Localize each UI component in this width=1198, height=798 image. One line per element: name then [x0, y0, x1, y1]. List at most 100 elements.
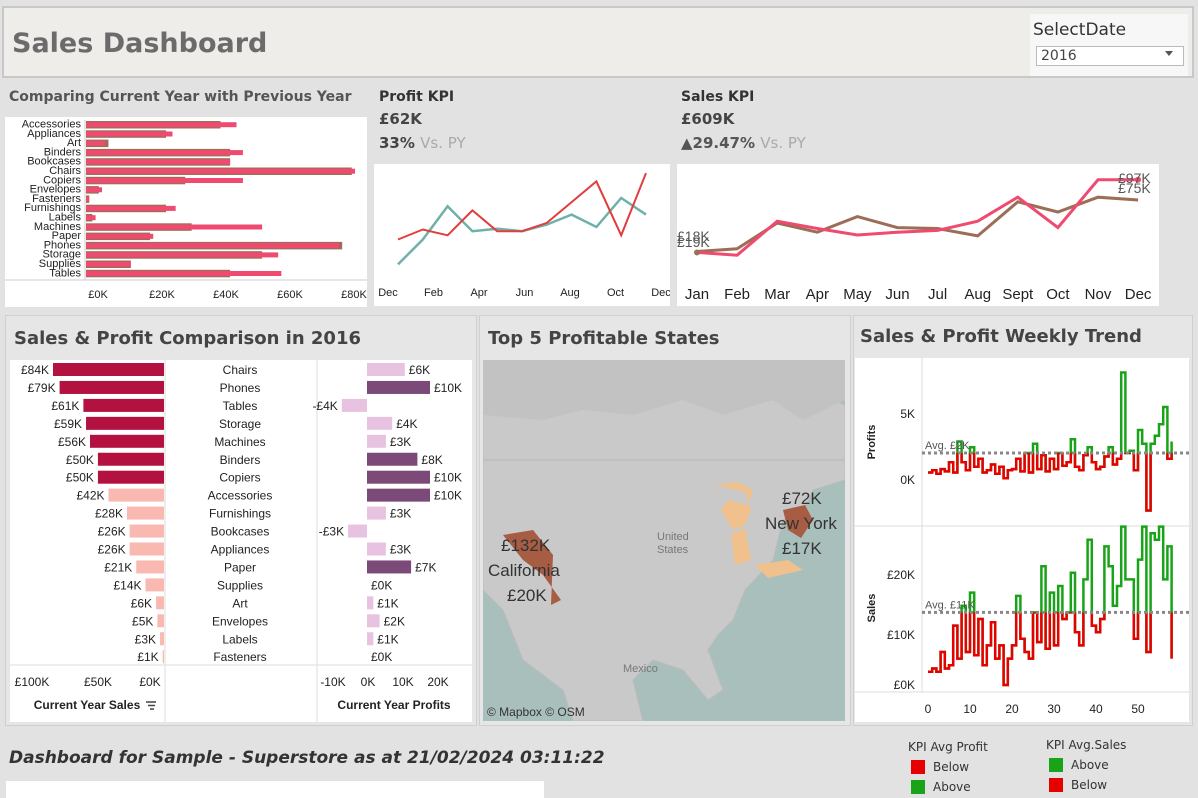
- profit-bar: [341, 398, 367, 412]
- tick-label: £80K: [341, 289, 367, 301]
- profit-label: -£3K: [319, 525, 344, 539]
- header-bar: [2, 6, 1194, 78]
- bar-current: [86, 233, 154, 239]
- profit-label: £10K: [434, 381, 462, 395]
- category-label: Storage: [42, 249, 81, 261]
- category-label: Labels: [49, 212, 82, 224]
- sales-bar: [97, 452, 164, 466]
- category-label: Copiers: [43, 174, 81, 186]
- sales-label: £28K: [95, 507, 123, 521]
- profit-bar: [367, 488, 430, 502]
- category-label: Furnishings: [209, 507, 271, 521]
- tick-label: £60K: [277, 289, 303, 301]
- category-label: Labels: [222, 632, 257, 646]
- axis-title: Sales: [866, 594, 878, 623]
- weekly-trend-chart: Avg. £2K Avg. £11K 5K 0K £20K £10K £0K 0 10 20 30 4…: [855, 358, 1189, 722]
- weekly-title: Sales & Profit Weekly Trend: [860, 326, 1142, 347]
- bar-current: [86, 271, 282, 276]
- state-sales-label: £132K: [501, 536, 551, 555]
- profit-label: £0K: [371, 650, 392, 664]
- bar-current: [86, 224, 263, 230]
- month-label: Oct: [1046, 286, 1070, 303]
- bar-current: [86, 243, 339, 249]
- bar-current: [86, 168, 355, 174]
- profit-label: £3K: [390, 543, 411, 557]
- state-virginia: [755, 560, 803, 578]
- sales-kpi-pct: ▲29.47%: [681, 134, 756, 152]
- bar-current: [86, 159, 231, 165]
- map-attribution: © Mapbox © OSM: [487, 705, 585, 719]
- profit-bar: [367, 363, 405, 376]
- month-label: Dec: [1125, 286, 1152, 303]
- month-label: Apr: [470, 287, 487, 299]
- tick-label: £40K: [213, 289, 239, 301]
- category-label: Fasteners: [32, 193, 81, 205]
- sales-bar: [129, 542, 164, 556]
- state-name-label: New York: [765, 514, 837, 533]
- tick-label: 0: [925, 702, 932, 716]
- profit-label: £8K: [421, 453, 442, 467]
- sales-label: £84K: [21, 363, 49, 377]
- month-label: Dec: [378, 287, 398, 299]
- tick-label: £0K: [894, 678, 915, 692]
- tick-label: 10: [963, 702, 977, 716]
- compare-bar-chart: AccessoriesAppliancesArtBindersBookcases…: [5, 117, 367, 307]
- sales-label: £79K: [28, 381, 56, 395]
- tick-label: 10K: [392, 675, 413, 689]
- tick-label: 40: [1089, 702, 1103, 716]
- sales-kpi-value: £609K: [681, 110, 735, 128]
- profit-label: £0K: [371, 578, 392, 592]
- chart-bg: [677, 164, 1159, 306]
- sales-label: £42K: [76, 489, 104, 503]
- sales-bar: [53, 363, 164, 376]
- state-name-label: California: [488, 561, 560, 580]
- bar-current: [86, 178, 243, 183]
- sales-label: £6K: [131, 596, 152, 610]
- profit-label: £10K: [434, 489, 462, 503]
- profit-bar: [367, 380, 430, 394]
- month-label: Jul: [928, 286, 947, 303]
- data-label: £18K: [677, 228, 710, 244]
- select-date-dropdown[interactable]: 2016: [1036, 46, 1184, 66]
- legend-profit-above: Above: [933, 780, 971, 794]
- profit-bar: [367, 542, 386, 556]
- profit-kpi-value: £62K: [379, 110, 422, 128]
- canada: [483, 360, 845, 420]
- sales-bar: [86, 416, 164, 430]
- state-california: [503, 530, 561, 605]
- sales-label: £14K: [113, 578, 141, 592]
- category-label: Bookcases: [211, 525, 270, 539]
- state-newyork: [783, 505, 813, 538]
- map-title: Top 5 Profitable States: [488, 328, 720, 349]
- tick-label: 20: [1005, 702, 1019, 716]
- legend-sales-title: KPI Avg.Sales: [1046, 738, 1127, 752]
- tick-label: 50: [1131, 702, 1145, 716]
- state-michigan: [715, 482, 753, 530]
- profit-bar: [367, 632, 374, 646]
- profit-kpi-title: Profit KPI: [379, 89, 455, 105]
- bar-current: [86, 196, 90, 202]
- sales-kpi-change: ▲29.47% Vs. PY: [681, 134, 806, 152]
- profit-kpi-vs: Vs. PY: [420, 134, 466, 152]
- chart-bg: [10, 360, 472, 722]
- legend-profit: KPI Avg Profit Below Above: [908, 740, 988, 794]
- category-label: Accessories: [208, 489, 273, 503]
- bar-current: [86, 122, 237, 128]
- sales-bar: [136, 560, 164, 574]
- profit-kpi-pct: 33%: [379, 134, 415, 152]
- category-label: Envelopes: [30, 184, 82, 196]
- profit-label: -£4K: [312, 399, 337, 413]
- category-label: Bookcases: [27, 156, 81, 168]
- bar-current: [86, 261, 131, 267]
- footer-white-box: [6, 781, 544, 798]
- profit-label: £3K: [390, 435, 411, 449]
- sales-label: £1K: [137, 650, 158, 664]
- category-label: Accessories: [22, 119, 82, 131]
- profit-bar: [348, 524, 367, 538]
- state-ohio: [731, 528, 751, 565]
- month-label: Jun: [516, 287, 534, 299]
- axis-title: Profits: [866, 425, 878, 460]
- legend-profit-title: KPI Avg Profit: [908, 740, 988, 754]
- tick-label: £0K: [88, 289, 108, 301]
